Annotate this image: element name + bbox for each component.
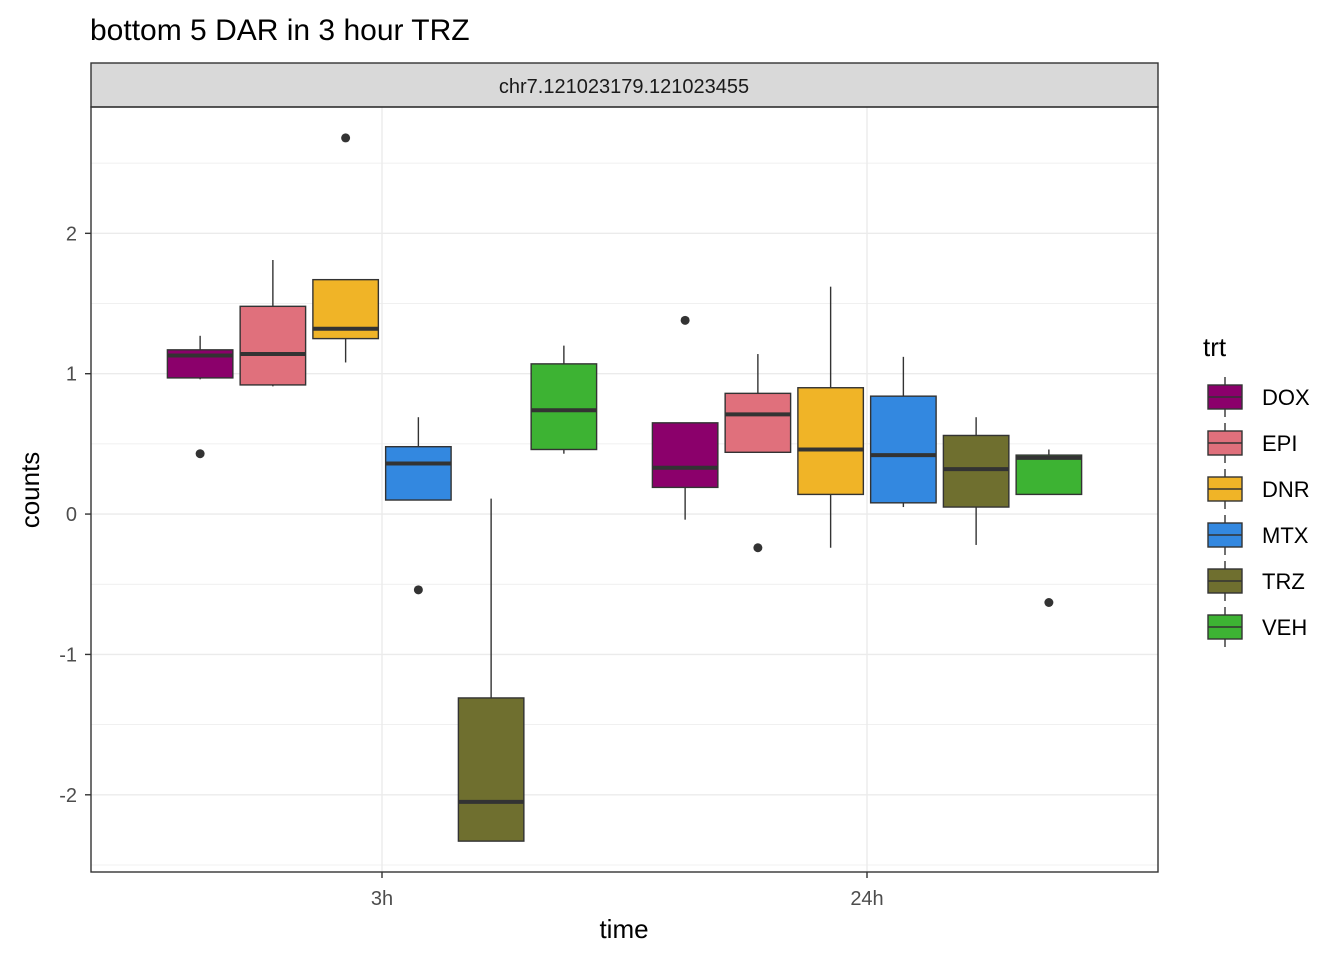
box-dox-24h	[651, 315, 719, 520]
y-tick-label: 2	[66, 223, 77, 245]
legend-label: VEH	[1262, 615, 1307, 640]
outlier-point	[413, 585, 423, 595]
box-trz-3h	[457, 498, 525, 842]
legend-item-trz: TRZ	[1207, 561, 1305, 601]
box-iqr	[1015, 454, 1083, 496]
box-trz-24h	[942, 417, 1010, 545]
legend-label: TRZ	[1262, 569, 1305, 594]
box-plots	[166, 133, 1083, 842]
y-tick-label: 0	[66, 504, 77, 526]
box-iqr	[651, 422, 719, 489]
x-tick-label: 24h	[850, 888, 883, 910]
legend-label: DNR	[1262, 477, 1310, 502]
facet-label: chr7.121023179.121023455	[499, 76, 749, 98]
box-iqr	[530, 363, 598, 451]
box-veh-3h	[530, 345, 598, 454]
legend-item-epi: EPI	[1207, 423, 1297, 463]
x-axis-label: time	[599, 914, 648, 944]
legend-item-dnr: DNR	[1207, 469, 1310, 509]
y-axis: -2 -1 0 1 2	[59, 223, 91, 807]
box-iqr	[724, 392, 792, 454]
y-tick-label: 1	[66, 364, 77, 386]
box-iqr	[869, 395, 937, 504]
box-iqr	[942, 434, 1010, 508]
legend-item-dox: DOX	[1207, 377, 1310, 417]
outlier-point	[341, 133, 351, 143]
panel-border	[90, 106, 1159, 873]
box-mtx-24h	[869, 356, 937, 508]
y-axis-label: counts	[15, 452, 45, 529]
y-tick-label: -1	[59, 644, 77, 666]
legend: trt DOX EPI DNR MTX TRZ VEH	[1203, 332, 1310, 647]
x-tick-label: 3h	[371, 888, 393, 910]
box-mtx-3h	[384, 417, 452, 595]
x-axis: 3h 24h	[371, 872, 884, 910]
box-iqr	[797, 387, 865, 496]
legend-item-mtx: MTX	[1207, 515, 1309, 555]
box-dnr-24h	[797, 286, 865, 548]
legend-label: DOX	[1262, 385, 1310, 410]
box-iqr	[457, 697, 525, 842]
legend-title: trt	[1203, 332, 1227, 362]
outlier-point	[680, 315, 690, 325]
legend-label: MTX	[1262, 523, 1309, 548]
y-tick-label: -2	[59, 785, 77, 807]
box-epi-24h	[724, 354, 792, 553]
box-veh-24h	[1015, 449, 1083, 607]
box-iqr	[384, 445, 452, 501]
facet-strip	[90, 62, 1159, 108]
outlier-point	[1044, 597, 1054, 607]
chart-title: bottom 5 DAR in 3 hour TRZ	[90, 14, 470, 47]
box-iqr	[239, 305, 307, 386]
outlier-point	[753, 543, 763, 553]
box-epi-3h	[239, 260, 307, 387]
legend-label: EPI	[1262, 431, 1297, 456]
outlier-point	[195, 449, 205, 459]
box-dnr-3h	[312, 133, 380, 363]
legend-item-veh: VEH	[1207, 607, 1307, 647]
box-dox-3h	[166, 335, 234, 459]
